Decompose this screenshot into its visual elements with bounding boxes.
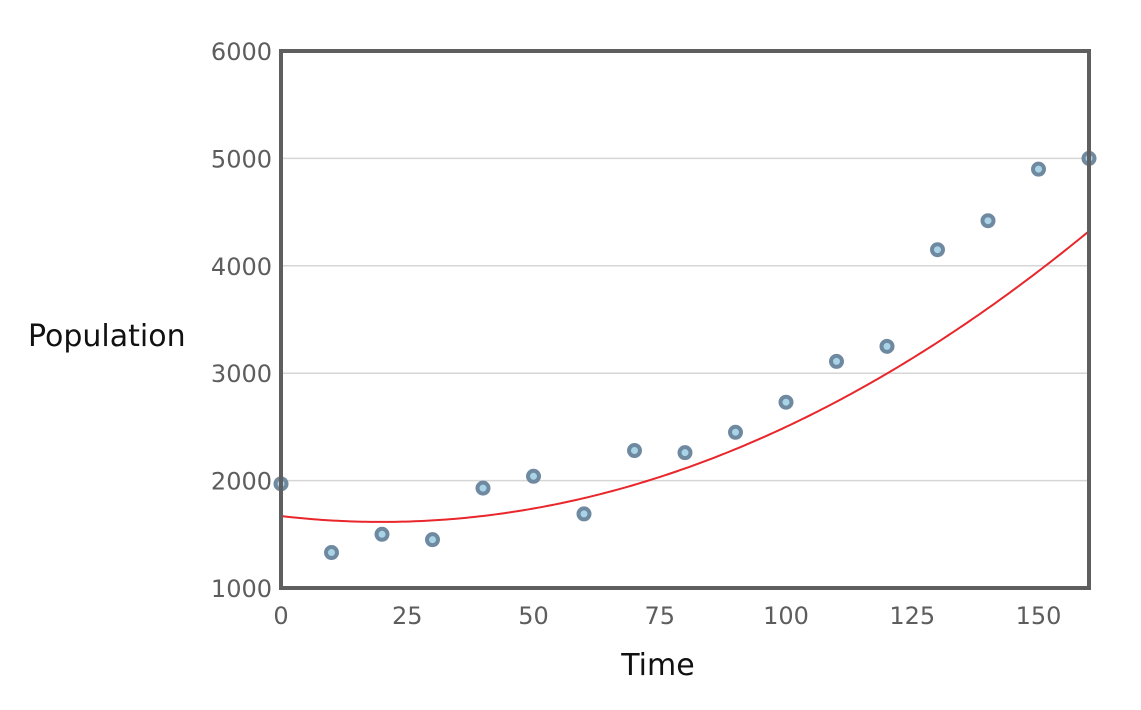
- y-tick-label-4: 5000: [211, 145, 272, 173]
- data-point-15: [1031, 161, 1046, 177]
- x-axis-ticks: 0 25 50 75 100 125 150: [273, 602, 1061, 630]
- y-axis-ticks: 1000 2000 3000 4000 5000 6000: [211, 38, 272, 603]
- fit-line-layer: [280, 230, 1090, 523]
- x-tick-label-6: 150: [1016, 602, 1062, 630]
- x-tick-label-3: 75: [644, 602, 675, 630]
- data-point-7: [627, 443, 642, 459]
- trend-line: [280, 230, 1090, 523]
- x-tick-label-5: 125: [889, 602, 935, 630]
- y-tick-label-5: 6000: [211, 38, 272, 66]
- y-tick-label-0: 1000: [211, 575, 272, 603]
- data-point-3: [425, 532, 440, 548]
- x-tick-label-4: 100: [763, 602, 809, 630]
- y-tick-label-2: 3000: [211, 360, 272, 388]
- data-point-14: [980, 213, 996, 229]
- x-tick-label-2: 50: [518, 602, 549, 630]
- data-points: [273, 150, 1097, 561]
- data-point-6: [576, 506, 592, 522]
- horizontal-gridlines: [281, 157, 1089, 482]
- data-point-11: [829, 353, 844, 369]
- plot-frame: [279, 49, 1091, 590]
- data-point-13: [930, 242, 945, 258]
- data-point-5: [526, 468, 541, 484]
- x-tick-label-1: 25: [392, 602, 423, 630]
- y-axis-title: Population: [28, 319, 186, 354]
- data-point-12: [879, 338, 895, 354]
- data-point-8: [677, 445, 693, 461]
- data-point-9: [728, 424, 743, 440]
- data-point-1: [324, 545, 339, 561]
- x-tick-label-0: 0: [273, 602, 288, 630]
- data-point-10: [778, 394, 794, 410]
- data-point-2: [374, 526, 390, 542]
- y-tick-label-1: 2000: [211, 468, 272, 496]
- data-point-4: [475, 480, 491, 496]
- x-axis-title: Time: [620, 648, 694, 683]
- y-tick-label-3: 4000: [211, 253, 272, 281]
